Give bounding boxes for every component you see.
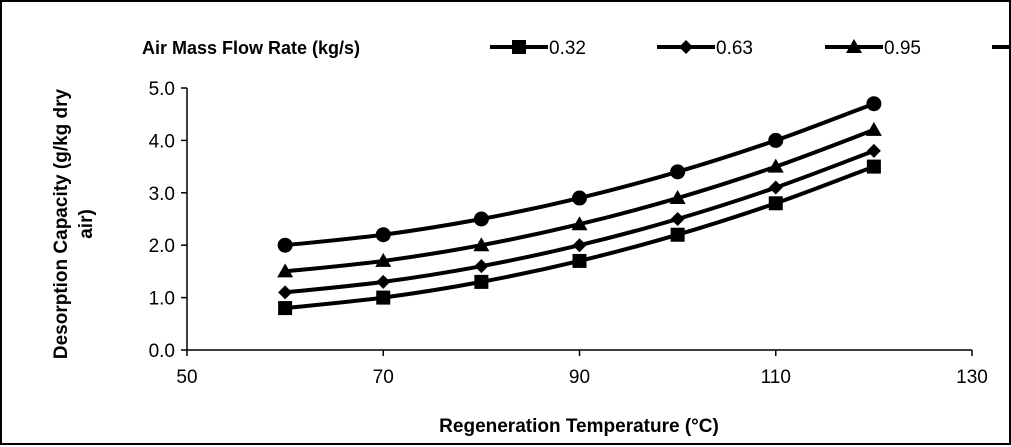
series-0.63 xyxy=(278,143,881,300)
legend-marker-triangle xyxy=(846,39,862,53)
series-group xyxy=(277,96,882,316)
legend-label: 0.63 xyxy=(716,38,753,59)
data-point-0.63 xyxy=(474,259,489,274)
data-point-0.95 xyxy=(375,252,392,267)
y-axis-title-line1: Desorption Capacity (g/kg dry xyxy=(51,88,72,359)
y-axis-title: Desorption Capacity (g/kg dry air) xyxy=(51,88,97,359)
data-point-0.32 xyxy=(572,253,587,268)
series-1.3 xyxy=(277,96,882,253)
data-point-0.95 xyxy=(571,216,588,231)
data-point-0.32 xyxy=(768,196,783,211)
data-point-0.95 xyxy=(767,158,784,173)
legend-marker-square xyxy=(512,40,526,54)
legend-item-0.32: 0.32 xyxy=(490,38,586,59)
data-point-0.32 xyxy=(866,159,881,174)
data-point-0.32 xyxy=(670,227,685,242)
data-point-1.3 xyxy=(375,227,391,243)
data-point-0.32 xyxy=(474,274,489,289)
x-tick-label: 110 xyxy=(761,367,791,388)
legend-label: 0.95 xyxy=(884,38,921,59)
x-tick-label: 50 xyxy=(176,367,197,388)
data-point-0.63 xyxy=(866,143,881,158)
x-tick-label: 70 xyxy=(373,367,394,388)
legend-item-1.3: 1.3 xyxy=(992,45,1011,49)
data-point-0.95 xyxy=(473,237,490,252)
legend: Air Mass Flow Rate (kg/s) 0.32 0.63 0.95 1.… xyxy=(142,38,1011,59)
legend-item-0.63: 0.63 xyxy=(657,38,753,59)
y-tick-label: 5.0 xyxy=(149,79,175,100)
y-tick-label: 2.0 xyxy=(149,236,175,257)
data-point-0.95 xyxy=(277,263,294,278)
legend-label: 0.32 xyxy=(549,38,586,59)
data-point-1.3 xyxy=(277,237,293,253)
data-point-0.95 xyxy=(865,121,882,136)
series-0.95 xyxy=(277,121,882,278)
data-point-0.32 xyxy=(278,301,293,316)
y-tick-label: 1.0 xyxy=(149,289,175,310)
series-0.32 xyxy=(278,159,881,316)
data-point-0.63 xyxy=(768,180,783,195)
legend-item-0.95: 0.95 xyxy=(825,38,921,59)
data-point-1.3 xyxy=(572,190,587,206)
data-point-1.3 xyxy=(670,164,686,180)
x-tick-label: 90 xyxy=(569,367,590,388)
data-point-1.3 xyxy=(473,211,489,227)
data-point-0.63 xyxy=(278,285,293,300)
x-axis-title: Regeneration Temperature (°C) xyxy=(439,416,719,437)
data-point-0.63 xyxy=(670,212,685,226)
legend-title: Air Mass Flow Rate (kg/s) xyxy=(142,38,360,58)
y-ticks: 0.0 1.0 2.0 3.0 4.0 5.0 xyxy=(149,79,187,362)
data-point-1.3 xyxy=(768,132,784,148)
x-ticks: 50 70 90 110 130 xyxy=(176,350,988,388)
data-point-1.3 xyxy=(866,96,882,112)
data-point-0.63 xyxy=(572,238,587,253)
y-tick-label: 0.0 xyxy=(149,341,175,362)
data-point-0.95 xyxy=(669,190,686,205)
data-point-0.63 xyxy=(376,274,391,289)
x-tick-label: 130 xyxy=(956,367,988,388)
y-tick-label: 3.0 xyxy=(149,184,175,205)
data-point-0.32 xyxy=(376,290,391,305)
y-tick-label: 4.0 xyxy=(149,131,175,152)
legend-marker-diamond xyxy=(679,40,693,54)
y-axis-title-line2: air) xyxy=(76,209,97,239)
